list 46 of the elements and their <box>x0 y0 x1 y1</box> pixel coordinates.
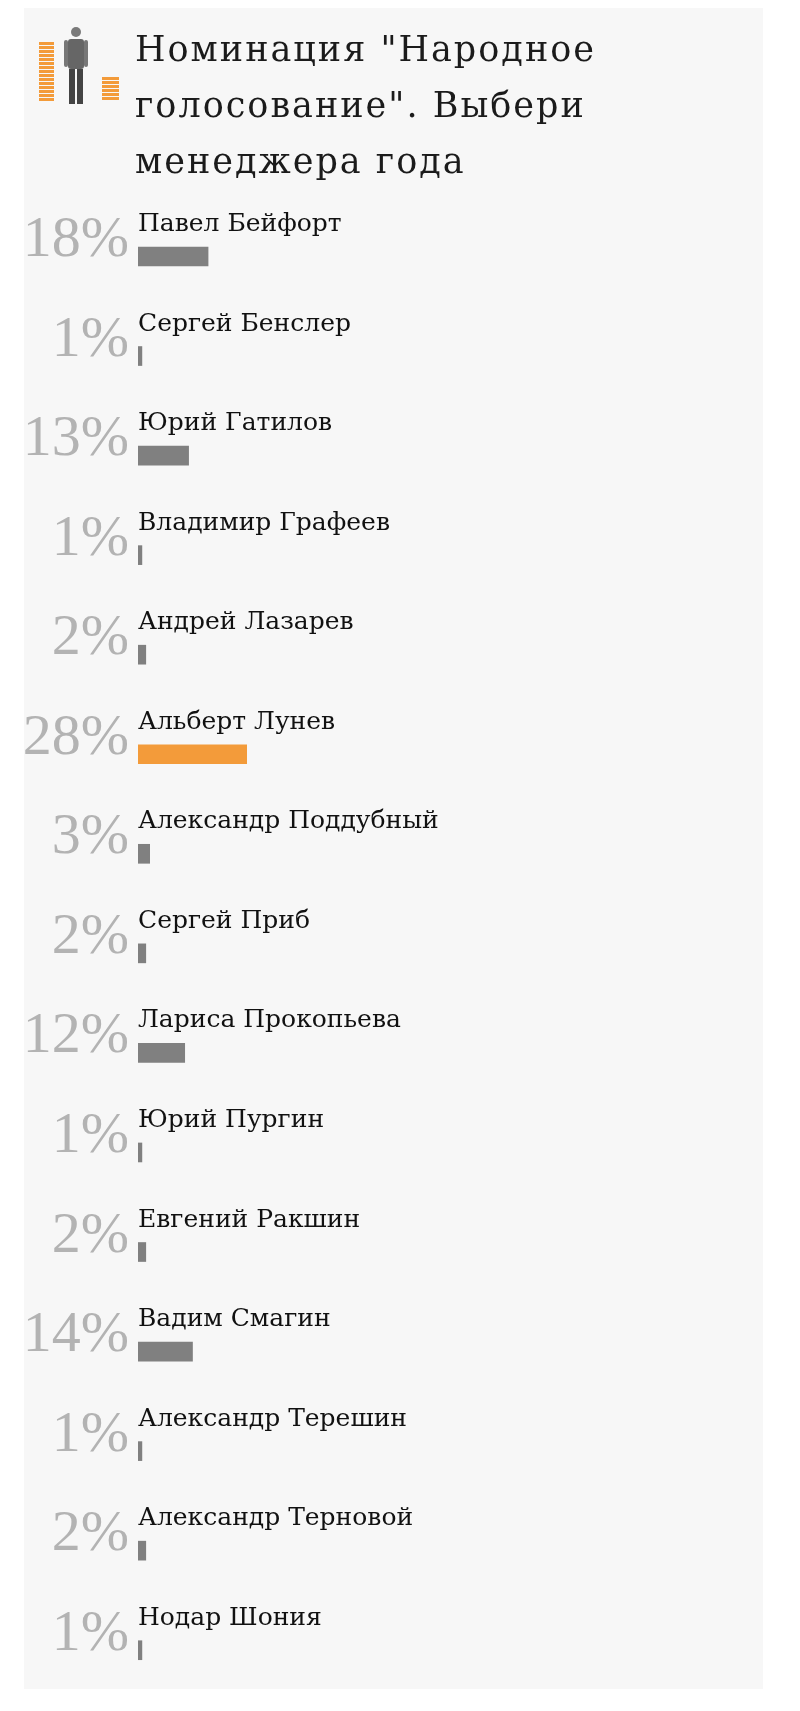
data-label: 2% <box>51 602 129 668</box>
y-tick-label: Вадим Смагин <box>138 1303 331 1333</box>
y-tick-label: Александр Поддубный <box>138 805 439 835</box>
bar <box>138 545 143 565</box>
y-tick-label: Сергей Приб <box>138 904 310 934</box>
bar <box>138 1043 186 1063</box>
bar <box>138 1341 193 1362</box>
y-tick-label: Владимир Графеев <box>138 506 390 536</box>
y-tick-label: Александр Терешин <box>138 1402 407 1432</box>
bar <box>138 1540 147 1561</box>
data-label: 1% <box>51 1597 129 1663</box>
bar <box>138 943 147 964</box>
text: Номинация "Народное голосование". Выбери менеджера года <box>135 28 597 183</box>
bar <box>138 644 147 665</box>
bar <box>138 346 143 366</box>
data-label: 12% <box>22 1000 129 1066</box>
y-tick-label: Александр Терновой <box>138 1502 414 1532</box>
data-label: 28% <box>22 701 129 767</box>
data-label: 2% <box>51 1498 129 1564</box>
bar <box>138 1640 143 1661</box>
y-tick-label: Нодар Шония <box>138 1601 322 1631</box>
data-label: 3% <box>51 801 129 867</box>
y-tick-label: Сергей Бенслер <box>138 307 351 337</box>
bar <box>138 843 151 864</box>
y-tick-label: Альберт Лунев <box>138 705 336 735</box>
data-label: 2% <box>51 1199 129 1265</box>
y-tick-label: Юрий Гатилов <box>138 407 333 437</box>
data-label: 18% <box>22 203 129 269</box>
data-label: 14% <box>22 1299 129 1365</box>
y-tick-label: Лариса Прокопьева <box>138 1004 401 1034</box>
y-tick-label: Евгений Ракшин <box>138 1203 361 1233</box>
bar <box>138 744 247 765</box>
bar <box>138 1441 143 1461</box>
data-label: 1% <box>51 1099 129 1165</box>
data-label: 1% <box>51 1398 129 1464</box>
data-label: 1% <box>51 502 129 568</box>
y-tick-label: Андрей Лазарев <box>138 606 354 636</box>
y-tick-label: Юрий Пургин <box>138 1103 325 1133</box>
bar <box>138 1142 143 1163</box>
bar <box>138 445 189 466</box>
bar <box>138 1242 147 1262</box>
bar <box>138 246 209 267</box>
data-label: 1% <box>51 303 129 369</box>
data-label: 2% <box>51 900 129 966</box>
data-label: 13% <box>22 403 129 469</box>
y-tick-label: Павел Бейфорт <box>138 207 342 237</box>
